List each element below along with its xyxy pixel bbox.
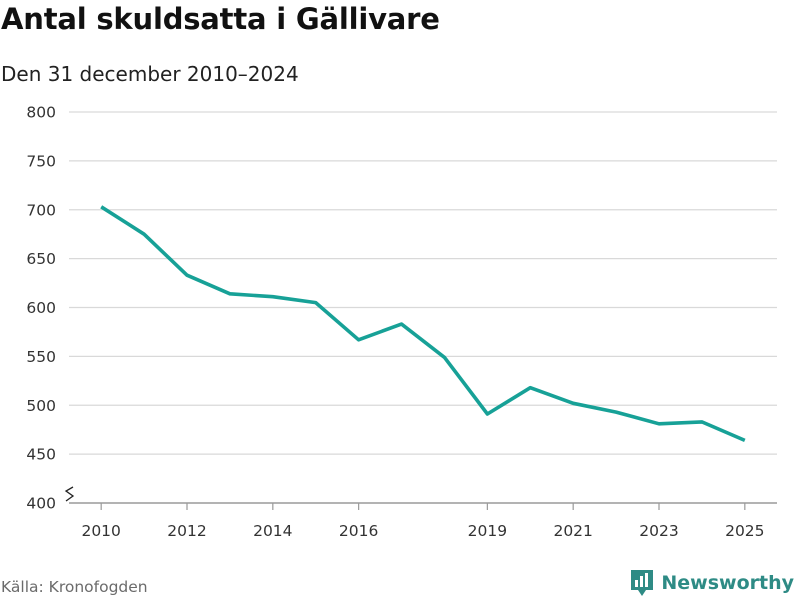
brand-logo: Newsworthy <box>629 568 794 598</box>
series-line-0 <box>100 205 746 443</box>
x-tick-label: 2014 <box>253 522 292 540</box>
x-tick-label: 2025 <box>725 522 764 540</box>
series-layer <box>100 205 746 443</box>
gridlines <box>69 111 777 455</box>
chart-subtitle: Den 31 december 2010–2024 <box>1 62 299 86</box>
y-tick-label: 750 <box>26 152 56 170</box>
x-tick-label: 2021 <box>553 522 592 540</box>
y-tick-label: 650 <box>26 250 56 268</box>
x-tick-label: 2010 <box>81 522 120 540</box>
x-tick-label: 2019 <box>468 522 507 540</box>
x-tick-label: 2016 <box>339 522 378 540</box>
x-tick-label: 2023 <box>639 522 678 540</box>
y-tick-label: 700 <box>26 201 56 219</box>
chart-title: Antal skuldsatta i Gällivare <box>1 2 440 36</box>
x-tick-label: 2012 <box>167 522 206 540</box>
y-tick-label: 400 <box>26 495 56 513</box>
bar-chart-badge-icon <box>631 570 654 596</box>
y-tick-label: 450 <box>26 446 56 464</box>
brand-name: Newsworthy <box>661 572 794 594</box>
y-tick-label: 800 <box>26 104 56 122</box>
axis-break-marker <box>64 486 75 502</box>
y-tick-label: 550 <box>26 348 56 366</box>
axes: 400 450 500 550 600 650 700 750 800 2010 2012 2014 2… <box>26 104 777 540</box>
source-note: Källa: Kronofogden <box>1 578 148 596</box>
y-tick-label: 500 <box>26 397 56 415</box>
y-tick-label: 600 <box>26 299 56 317</box>
